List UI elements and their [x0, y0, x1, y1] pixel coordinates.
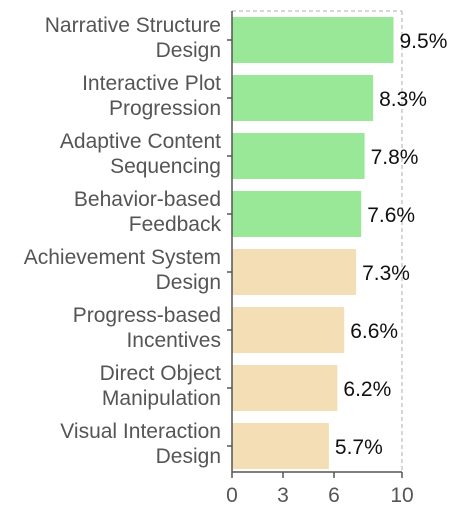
x-tick-label-10: 10: [390, 484, 413, 507]
value-label-5: 7.3%: [362, 262, 410, 285]
category-label-8: Visual Interaction Design: [60, 420, 221, 468]
value-label-8: 5.7%: [335, 436, 383, 459]
category-label-7: Direct Object Manipulation: [100, 362, 222, 410]
bar-7: [232, 365, 338, 411]
bar-5: [232, 249, 357, 295]
category-label-5: Achievement System Design: [24, 246, 221, 294]
bar-3: [232, 133, 365, 179]
bar-8: [232, 423, 329, 469]
value-label-1: 9.5%: [400, 30, 448, 53]
category-label-4: Behavior-based Feedback: [74, 188, 222, 236]
bar-1: [232, 17, 394, 63]
category-label-1: Narrative Structure Design: [45, 14, 221, 62]
value-label-4: 7.6%: [367, 204, 415, 227]
category-label-2: Interactive Plot Progression: [82, 72, 221, 120]
x-tick-label-3: 3: [277, 484, 289, 507]
bar-4: [232, 191, 362, 237]
category-label-6: Progress-based Incentives: [73, 304, 221, 352]
value-label-2: 8.3%: [379, 88, 427, 111]
value-label-7: 6.2%: [343, 378, 391, 401]
x-tick-label-0: 0: [226, 484, 238, 507]
bar-2: [232, 75, 374, 121]
bar-6: [232, 307, 345, 353]
category-label-3: Adaptive Content Sequencing: [60, 130, 221, 178]
x-tick-label-6: 6: [328, 484, 340, 507]
value-label-3: 7.8%: [371, 146, 419, 169]
value-label-6: 6.6%: [350, 320, 398, 343]
